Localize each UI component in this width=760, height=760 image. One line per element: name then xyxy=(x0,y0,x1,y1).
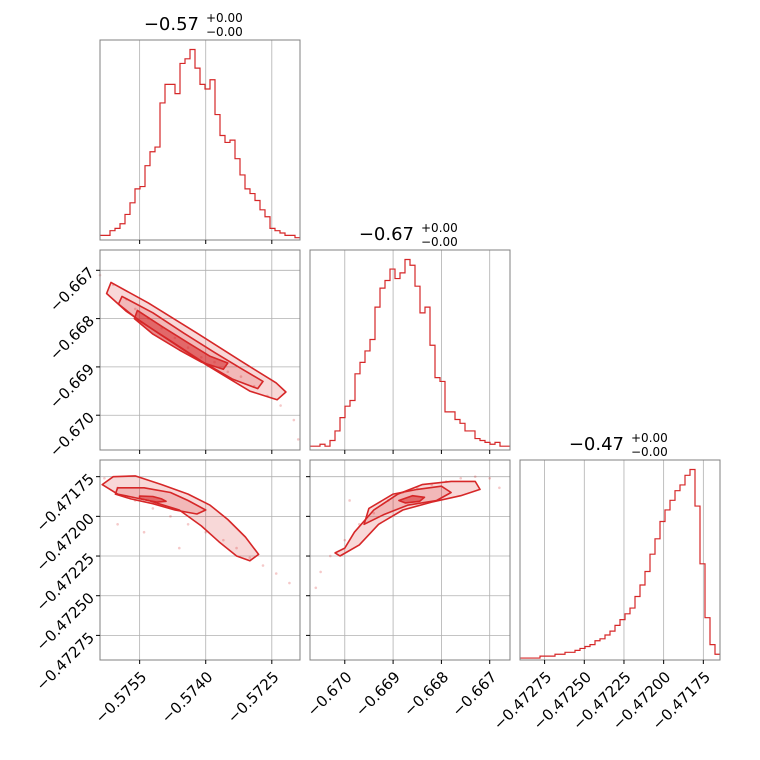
scatter-contour-panel: −0.5755 −0.5740 −0.5725−0.47275−0.47250−0.… xyxy=(33,459,301,727)
scatter-contour-panel: −0.670−0.669−0.668−0.667 xyxy=(46,249,301,460)
sample-point xyxy=(343,538,347,542)
sample-point xyxy=(133,307,137,311)
title-param-1: −0.57 +0.00 −0.00 xyxy=(144,11,243,39)
sample-point xyxy=(279,404,282,407)
sample-point xyxy=(142,530,146,534)
title-main: −0.57 xyxy=(144,14,199,35)
title-lower-error: −0.00 xyxy=(631,445,668,459)
sample-point xyxy=(235,546,238,550)
title-lower-error: −0.00 xyxy=(206,25,243,39)
histogram-panel xyxy=(309,249,511,454)
y-tick-label: −0.667 xyxy=(46,264,98,316)
density-contour xyxy=(334,480,481,557)
y-tick-label: −0.669 xyxy=(46,360,98,412)
sample-point xyxy=(274,572,278,575)
title-main: −0.67 xyxy=(359,224,414,245)
x-tick-label: −0.670 xyxy=(304,668,356,720)
histogram-panel: −0.47275−0.47250−0.47225−0.47200−0.47175 xyxy=(490,459,721,734)
sample-point xyxy=(498,486,501,490)
sample-point xyxy=(314,586,318,590)
x-tick-label: −0.5740 xyxy=(158,668,217,727)
title-lower-error: −0.00 xyxy=(421,235,458,249)
density-contour xyxy=(363,485,452,526)
histogram-step xyxy=(100,48,300,239)
sample-point xyxy=(488,476,492,480)
sample-point xyxy=(239,375,243,378)
sample-point xyxy=(186,522,190,526)
sample-point xyxy=(169,515,172,518)
x-tick-label: −0.5755 xyxy=(92,668,151,727)
axes-frame xyxy=(99,39,301,241)
title-main: −0.47 xyxy=(569,434,624,455)
sample-point xyxy=(261,564,265,567)
sample-point xyxy=(177,546,181,550)
y-tick-label: −0.668 xyxy=(46,312,98,364)
x-tick-label: −0.668 xyxy=(400,668,452,720)
density-contour xyxy=(133,309,229,371)
sample-point xyxy=(473,475,477,478)
sample-point xyxy=(151,507,155,510)
axes-frame xyxy=(309,459,511,661)
density-contour xyxy=(138,495,167,503)
title-upper-error: +0.00 xyxy=(421,221,458,235)
scatter-contour-panel: −0.670−0.669−0.668−0.667 xyxy=(304,459,511,720)
axes-frame xyxy=(309,249,511,451)
axes-frame xyxy=(99,459,301,661)
y-tick-label: −0.670 xyxy=(46,408,98,460)
sample-point xyxy=(319,570,322,574)
sample-point xyxy=(328,554,332,558)
title-param-2: −0.67 +0.00 −0.00 xyxy=(359,221,458,249)
title-upper-error: +0.00 xyxy=(631,431,668,445)
sample-point xyxy=(204,530,208,534)
density-contour xyxy=(117,295,264,390)
x-tick-label: −0.5725 xyxy=(224,668,283,727)
sample-point xyxy=(222,538,225,542)
histogram-step xyxy=(520,468,720,659)
axes-frame xyxy=(519,459,721,661)
density-contour xyxy=(398,494,426,504)
sample-point xyxy=(288,581,291,585)
sample-point xyxy=(248,556,252,559)
sample-point xyxy=(116,522,119,526)
title-upper-error: +0.00 xyxy=(206,11,243,25)
sample-point xyxy=(296,438,300,441)
x-tick-label: −0.669 xyxy=(352,668,404,720)
axes-frame xyxy=(99,249,301,451)
histogram-step xyxy=(310,258,510,447)
sample-point xyxy=(103,476,106,480)
sample-point xyxy=(226,370,230,374)
x-tick-label: −0.667 xyxy=(448,668,500,720)
sample-point xyxy=(459,476,463,480)
title-param-3: −0.47 +0.00 −0.00 xyxy=(569,431,668,459)
sample-point xyxy=(292,418,296,422)
sample-point xyxy=(372,511,376,515)
histogram-panel xyxy=(99,39,301,244)
sample-point xyxy=(348,499,351,502)
